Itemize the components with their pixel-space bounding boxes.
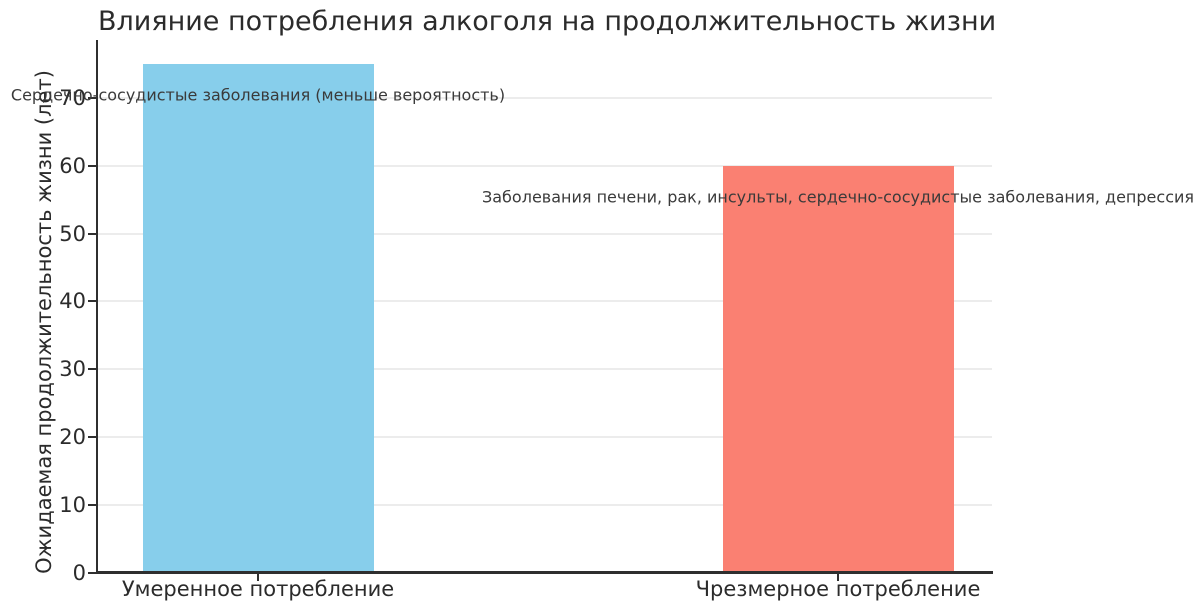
bar-annotation: Заболевания печени, рак, инсульты, серде… <box>481 187 1195 207</box>
bar-excessive-consumption <box>722 165 954 573</box>
y-tick-label: 30 <box>59 357 86 382</box>
y-axis-tick <box>88 300 96 303</box>
y-axis-tick <box>88 504 96 507</box>
bar-annotation: Сердечно-сосудистые заболевания (меньше … <box>10 85 506 105</box>
y-tick-label: 40 <box>59 289 86 314</box>
gridline <box>98 504 992 507</box>
gridline <box>98 164 992 167</box>
gridline <box>98 300 992 303</box>
y-axis-line <box>96 40 98 573</box>
x-tick-label: Чрезмерное потребление <box>695 577 981 601</box>
x-tick-label: Умеренное потребление <box>121 577 395 601</box>
bar-moderate-consumption <box>142 63 374 573</box>
plot-area <box>98 40 992 573</box>
chart-title: Влияние потребления алкоголя на продолжи… <box>98 6 997 37</box>
y-axis-tick <box>88 232 96 235</box>
y-tick-label: 70 <box>59 85 86 110</box>
y-axis-tick <box>88 368 96 371</box>
y-tick-label: 60 <box>59 153 86 178</box>
gridline <box>98 96 992 99</box>
x-axis-line <box>96 571 993 574</box>
gridline <box>98 436 992 439</box>
y-tick-label: 20 <box>59 425 86 450</box>
y-axis-tick <box>88 164 96 167</box>
y-axis-tick <box>88 96 96 99</box>
y-tick-label: 50 <box>59 221 86 246</box>
x-axis-tick <box>257 573 259 581</box>
x-axis-tick <box>837 573 839 581</box>
y-axis-tick <box>88 436 96 439</box>
gridline <box>98 232 992 235</box>
y-axis-tick <box>88 572 96 574</box>
gridline <box>98 368 992 371</box>
y-tick-label: 10 <box>59 493 86 518</box>
y-tick-label: 0 <box>72 561 86 585</box>
